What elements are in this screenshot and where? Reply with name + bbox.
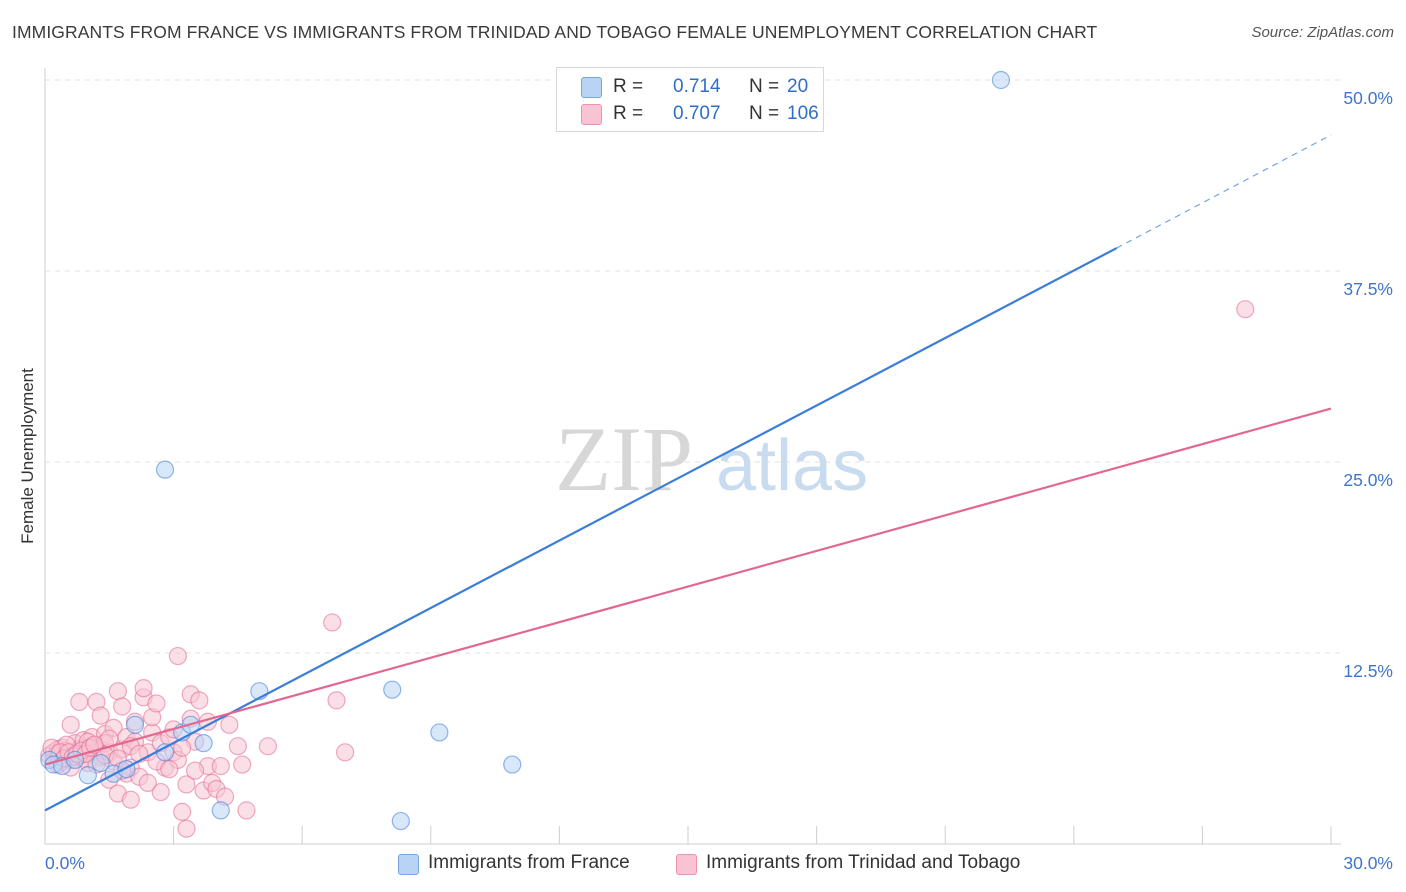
- data-point-trinidad: [160, 760, 179, 779]
- watermark-atlas: atlas: [716, 426, 868, 506]
- chart-title: IMMIGRANTS FROM FRANCE VS IMMIGRANTS FRO…: [12, 22, 1098, 42]
- data-point-trinidad: [185, 761, 205, 780]
- grid-lines: [45, 79, 1341, 654]
- data-point-trinidad: [190, 691, 209, 710]
- data-point-trinidad: [151, 782, 170, 802]
- trend-line-france-extension: [1116, 134, 1332, 249]
- legend-swatch-trinidad: [581, 104, 602, 125]
- data-point-france: [194, 734, 213, 753]
- x-tick-label: 0.0%: [45, 853, 85, 873]
- data-point-france: [503, 755, 522, 774]
- data-point-france: [430, 723, 449, 742]
- data-point-france: [991, 70, 1011, 90]
- data-point-trinidad: [327, 691, 346, 710]
- data-point-trinidad: [211, 756, 230, 776]
- legend-n-label: N =: [749, 76, 780, 97]
- data-point-trinidad: [168, 646, 187, 666]
- legend-n-value: 106: [787, 103, 819, 124]
- data-point-trinidad: [177, 819, 196, 838]
- legend-r-label: R =: [613, 103, 644, 124]
- data-point-trinidad: [1236, 300, 1255, 319]
- watermark-zip: ZIP: [555, 408, 693, 510]
- data-point-trinidad: [220, 715, 239, 734]
- data-point-trinidad: [258, 737, 278, 756]
- data-point-trinidad: [61, 715, 80, 734]
- trend-line-france: [44, 247, 1118, 812]
- correlation-legend: R = 0.714 N = 20 R = 0.707 N = 106: [556, 67, 824, 132]
- trend-line-trinidad: [44, 407, 1332, 766]
- data-point-trinidad: [91, 706, 110, 725]
- data-point-trinidad: [228, 737, 247, 756]
- x-tick-label: 30.0%: [1343, 853, 1393, 873]
- y-tick-label: 25.0%: [1343, 470, 1393, 490]
- y-tick-label: 50.0%: [1343, 88, 1393, 108]
- data-point-trinidad: [138, 773, 157, 792]
- data-point-france: [91, 753, 110, 773]
- data-point-trinidad: [108, 682, 127, 701]
- series-trinidad-points: [40, 300, 1255, 838]
- y-tick-label: 37.5%: [1343, 279, 1393, 299]
- legend-swatch-trinidad: [676, 854, 697, 875]
- data-point-trinidad: [70, 692, 89, 711]
- data-point-trinidad: [335, 743, 355, 762]
- data-point-trinidad: [134, 679, 153, 698]
- data-point-trinidad: [147, 694, 166, 713]
- data-point-france: [211, 801, 230, 820]
- source-label: Source: ZipAtlas.com: [1251, 24, 1394, 41]
- data-point-france: [125, 715, 145, 734]
- data-point-trinidad: [233, 755, 252, 774]
- data-point-trinidad: [173, 802, 192, 822]
- legend-label-trinidad: Immigrants from Trinidad and Tobago: [706, 852, 1021, 873]
- watermark: ZIP atlas: [555, 408, 868, 510]
- legend-label-france: Immigrants from France: [428, 852, 630, 873]
- legend-r-value: 0.707: [673, 103, 721, 124]
- legend-swatch-france: [581, 77, 602, 98]
- data-point-france: [117, 760, 136, 779]
- data-point-trinidad: [113, 697, 132, 716]
- data-point-trinidad: [323, 613, 342, 632]
- legend-swatch-france: [398, 854, 419, 875]
- data-point-trinidad: [237, 801, 256, 820]
- data-point-trinidad: [121, 790, 140, 809]
- data-point-france: [383, 680, 402, 699]
- y-tick-label: 12.5%: [1343, 661, 1393, 681]
- trend-lines: [44, 134, 1332, 812]
- legend-r-label: R =: [613, 76, 644, 97]
- data-point-france: [78, 766, 97, 785]
- data-point-france: [391, 811, 410, 831]
- series-france-points: [40, 70, 1011, 831]
- data-point-france: [155, 460, 175, 479]
- legend-r-value: 0.714: [673, 76, 721, 97]
- data-point-trinidad: [177, 775, 196, 794]
- tick-labels: 12.5% 25.0% 37.5% 50.0% 0.0% 30.0%: [45, 88, 1393, 873]
- legend-n-label: N =: [749, 103, 780, 124]
- legend-n-value: 20: [787, 76, 809, 97]
- axes: [44, 68, 1341, 845]
